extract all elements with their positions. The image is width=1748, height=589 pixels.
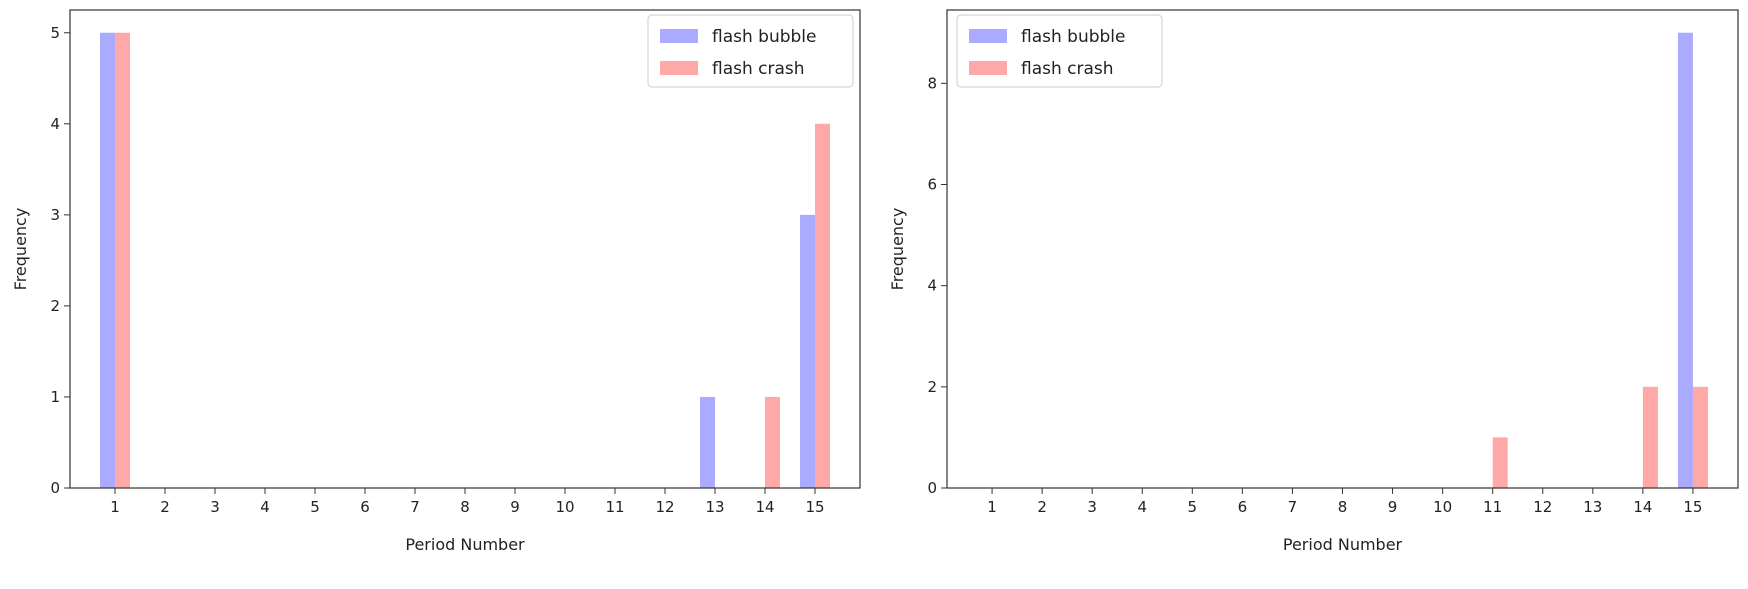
legend-swatch-flash-bubble: [969, 29, 1007, 43]
x-tick-label: 6: [360, 498, 370, 516]
y-tick-label: 2: [50, 297, 60, 315]
x-axis-label: Period Number: [405, 535, 525, 554]
y-tick-label: 2: [927, 378, 937, 396]
x-tick-label: 9: [1388, 498, 1398, 516]
x-tick-label: 3: [210, 498, 220, 516]
x-tick-label: 7: [410, 498, 420, 516]
bar-flash-crash-period-14: [1642, 386, 1658, 488]
x-tick-label: 7: [1288, 498, 1298, 516]
x-tick-label: 15: [1683, 498, 1702, 516]
x-tick-label: 12: [1533, 498, 1552, 516]
legend: flash bubble flash crash: [647, 14, 854, 88]
x-axis-label: Period Number: [1283, 535, 1403, 554]
x-tick-label: 11: [605, 498, 624, 516]
legend-label-flash-crash: flash crash: [712, 59, 805, 79]
x-tick-label: 2: [1037, 498, 1047, 516]
y-tick-label: 3: [50, 206, 60, 224]
x-tick-label: 8: [1338, 498, 1348, 516]
y-tick-label: 4: [50, 115, 60, 133]
x-tick-label: 3: [1087, 498, 1097, 516]
x-tick-label: 9: [510, 498, 520, 516]
x-tick-label: 10: [555, 498, 574, 516]
x-tick-label: 11: [1483, 498, 1502, 516]
bar-flash-bubble-period-15: [800, 214, 815, 489]
x-tick-label: 2: [160, 498, 170, 516]
legend-box: [647, 14, 854, 88]
bar-flash-crash-period-1: [115, 32, 130, 488]
x-tick-label: 14: [1633, 498, 1652, 516]
legend-swatch-flash-bubble: [660, 29, 698, 43]
y-axis-label: Frequency: [11, 208, 30, 291]
y-tick-label: 0: [50, 479, 60, 497]
x-tick-label: 5: [310, 498, 320, 516]
y-axis-label: Frequency: [888, 208, 907, 291]
x-tick-label: 13: [705, 498, 724, 516]
y-tick-label: 5: [50, 24, 60, 42]
y-tick-label: 4: [927, 277, 937, 295]
x-tick-label: 15: [805, 498, 824, 516]
x-tick-label: 1: [987, 498, 997, 516]
legend-label-flash-bubble: flash bubble: [1021, 27, 1126, 47]
y-tick-label: 1: [50, 388, 60, 406]
x-tick-label: 4: [260, 498, 270, 516]
x-tick-label: 12: [655, 498, 674, 516]
y-tick-label: 6: [927, 176, 937, 194]
x-tick-label: 13: [1583, 498, 1602, 516]
x-tick-label: 1: [110, 498, 120, 516]
legend-label-flash-bubble: flash bubble: [712, 27, 817, 47]
x-tick-label: 5: [1188, 498, 1198, 516]
bar-flash-bubble-period-1: [100, 32, 115, 488]
legend-box: [956, 14, 1163, 88]
y-tick-label: 8: [927, 74, 937, 92]
bar-flash-crash-period-15: [1692, 386, 1708, 488]
bar-flash-crash-period-14: [765, 396, 780, 488]
legend-swatch-flash-crash: [969, 61, 1007, 75]
bar-flash-bubble-period-13: [700, 396, 715, 488]
y-tick-label: 0: [927, 479, 937, 497]
x-tick-label: 6: [1238, 498, 1248, 516]
x-tick-label: 14: [755, 498, 774, 516]
x-tick-label: 10: [1433, 498, 1452, 516]
x-tick-label: 8: [460, 498, 470, 516]
bar-flash-crash-period-15: [815, 123, 830, 488]
legend: flash bubble flash crash: [956, 14, 1163, 88]
legend-swatch-flash-crash: [660, 61, 698, 75]
bar-flash-crash-period-11: [1492, 437, 1508, 488]
legend-label-flash-crash: flash crash: [1021, 59, 1114, 79]
x-tick-label: 4: [1137, 498, 1147, 516]
bar-flash-bubble-period-15: [1677, 32, 1693, 488]
